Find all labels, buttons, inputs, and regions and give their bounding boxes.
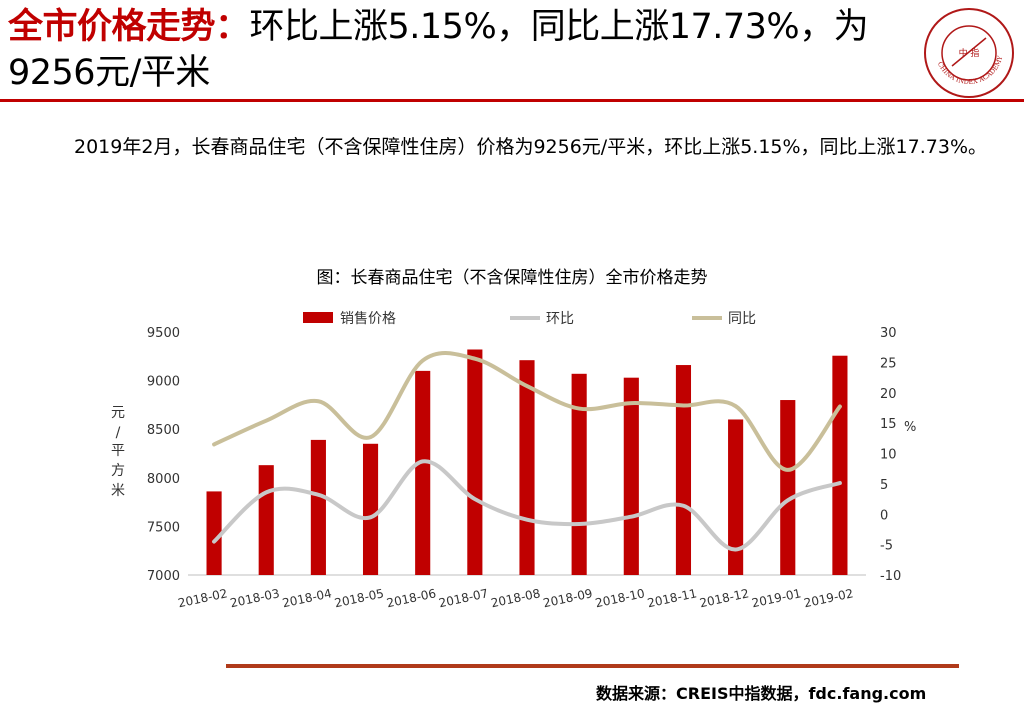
x-tick-label: 2018-08 bbox=[490, 586, 542, 610]
legend-label-yoy: 同比 bbox=[728, 311, 756, 327]
legend-swatch-price bbox=[303, 312, 333, 323]
price-bar bbox=[728, 419, 744, 575]
title-rest: 环比上涨5.15%，同比上涨17.73%，为9256元/平米 bbox=[8, 7, 869, 93]
x-tick-label: 2018-06 bbox=[385, 586, 437, 610]
right-axis-label: % bbox=[904, 420, 916, 435]
right-tick-label: -5 bbox=[880, 539, 893, 554]
summary-text: 2019年2月，长春商品住宅（不含保障性住房）价格为9256元/平米，环比上涨5… bbox=[74, 136, 988, 158]
left-axis-label-char: 米 bbox=[111, 483, 125, 499]
right-tick-label: 15 bbox=[880, 417, 897, 432]
price-bar bbox=[310, 439, 326, 575]
header-divider bbox=[0, 99, 1024, 102]
price-bar bbox=[467, 349, 483, 575]
right-tick-label: 25 bbox=[880, 356, 897, 371]
academy-logo: CHINA INDEX ACADEMY CHINA INDEX ACADEMY … bbox=[922, 6, 1016, 100]
source-note: 数据来源：CREIS中指数据，fdc.fang.com bbox=[596, 684, 927, 703]
x-tick-label: 2018-12 bbox=[698, 586, 750, 610]
x-tick-label: 2018-02 bbox=[177, 586, 229, 610]
x-tick-label: 2018-03 bbox=[229, 586, 281, 610]
price-bar bbox=[832, 355, 848, 575]
price-bar bbox=[519, 360, 535, 575]
right-tick-label: 0 bbox=[880, 508, 888, 523]
x-tick-label: 2018-09 bbox=[542, 586, 594, 610]
price-bar bbox=[415, 370, 431, 575]
right-tick-label: 30 bbox=[880, 326, 897, 341]
x-tick-label: 2018-10 bbox=[594, 586, 646, 610]
right-tick-label: 20 bbox=[880, 387, 897, 402]
x-tick-label: 2018-04 bbox=[281, 586, 333, 610]
chart-title: 图：长春商品住宅（不含保障性住房）全市价格走势 bbox=[316, 268, 708, 288]
x-tick-label: 2019-02 bbox=[803, 586, 855, 610]
x-tick-label: 2018-07 bbox=[438, 586, 490, 610]
left-tick-label: 8500 bbox=[147, 423, 180, 438]
x-tick-label: 2019-01 bbox=[750, 586, 802, 610]
price-bar bbox=[362, 443, 379, 575]
yoy-line bbox=[212, 351, 842, 472]
price-bar bbox=[258, 465, 274, 575]
left-tick-label: 7500 bbox=[147, 520, 180, 535]
summary-paragraph: 2019年2月，长春商品住宅（不含保障性住房）价格为9256元/平米，环比上涨5… bbox=[38, 128, 1010, 166]
price-bar bbox=[623, 377, 639, 575]
x-tick-label: 2018-11 bbox=[646, 586, 698, 610]
price-bar bbox=[780, 400, 796, 575]
left-axis-label-char: 方 bbox=[111, 463, 125, 479]
source-divider bbox=[226, 664, 959, 668]
x-tick-label: 2018-05 bbox=[333, 586, 385, 610]
right-tick-label: 5 bbox=[880, 478, 888, 493]
price-bar bbox=[675, 365, 692, 575]
logo-center-text: 中 指 bbox=[959, 47, 980, 59]
left-tick-label: 9500 bbox=[147, 326, 180, 341]
price-bar bbox=[571, 373, 587, 575]
left-axis-label-char: 元 bbox=[111, 405, 125, 421]
right-tick-label: 10 bbox=[880, 448, 897, 463]
left-tick-label: 7000 bbox=[147, 569, 180, 584]
left-axis-label-char: / bbox=[116, 425, 121, 441]
legend-label-mom: 环比 bbox=[546, 311, 574, 327]
mom-line bbox=[212, 459, 842, 552]
left-tick-label: 9000 bbox=[147, 375, 180, 390]
title-highlight: 全市价格走势： bbox=[8, 7, 250, 47]
price-bar bbox=[206, 491, 222, 575]
left-tick-label: 8000 bbox=[147, 472, 180, 487]
page-title: 全市价格走势：环比上涨5.15%，同比上涨17.73%，为9256元/平米 bbox=[8, 4, 908, 96]
left-axis-label-char: 平 bbox=[111, 443, 125, 459]
right-tick-label: -10 bbox=[880, 569, 901, 584]
legend-label-price: 销售价格 bbox=[340, 311, 396, 327]
